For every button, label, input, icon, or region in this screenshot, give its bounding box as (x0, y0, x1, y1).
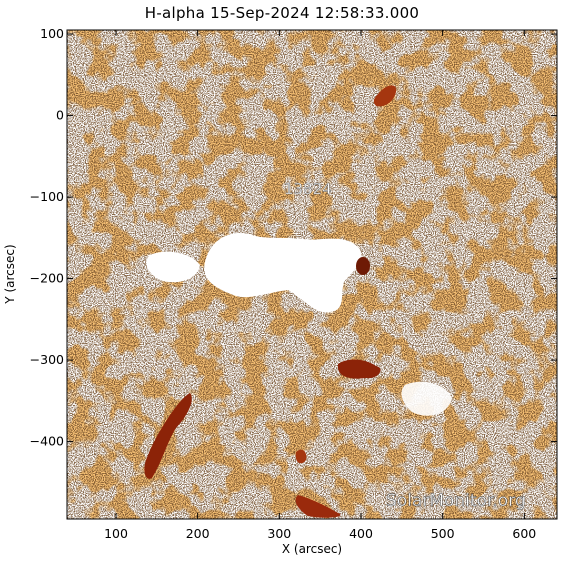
x-tick-label: 200 (186, 526, 210, 541)
filament-center (337, 359, 381, 379)
watermark: SolarMonitor.org (386, 491, 526, 511)
sunspot (356, 257, 370, 275)
x-tick-label: 400 (349, 526, 373, 541)
x-tick-label: 600 (512, 526, 536, 541)
filament-lower-mid (295, 449, 307, 464)
bright-plage-right (401, 381, 452, 416)
image-title: H-alpha 15-Sep-2024 12:58:33.000 (144, 4, 420, 22)
filament-bottom (295, 495, 341, 518)
x-tick-label: 100 (104, 526, 128, 541)
x-axis: 100 200 300 400 500 600 (104, 30, 536, 541)
region-label: 13824 (284, 180, 332, 198)
x-tick-label: 300 (267, 526, 291, 541)
y-tick-label: 0 (56, 108, 64, 123)
image-area: 13824 SolarMonitor.org (67, 30, 557, 519)
filament-left (144, 393, 192, 479)
y-tick-label: 100 (40, 26, 64, 41)
x-axis-title: X (arcsec) (282, 542, 342, 556)
bright-plage-region (204, 233, 362, 313)
y-tick-label: −100 (30, 189, 64, 204)
plot-frame (66, 29, 558, 520)
y-tick-label: −300 (30, 352, 64, 367)
y-tick-label: −200 (30, 271, 64, 286)
y-axis: 100 0 −100 −200 −300 −400 (30, 26, 557, 449)
bright-plage-left (146, 251, 200, 283)
y-tick-label: −400 (30, 434, 64, 449)
y-axis-title: Y (arcsec) (3, 244, 17, 304)
filament-top-right (373, 85, 397, 107)
x-tick-label: 500 (431, 526, 455, 541)
